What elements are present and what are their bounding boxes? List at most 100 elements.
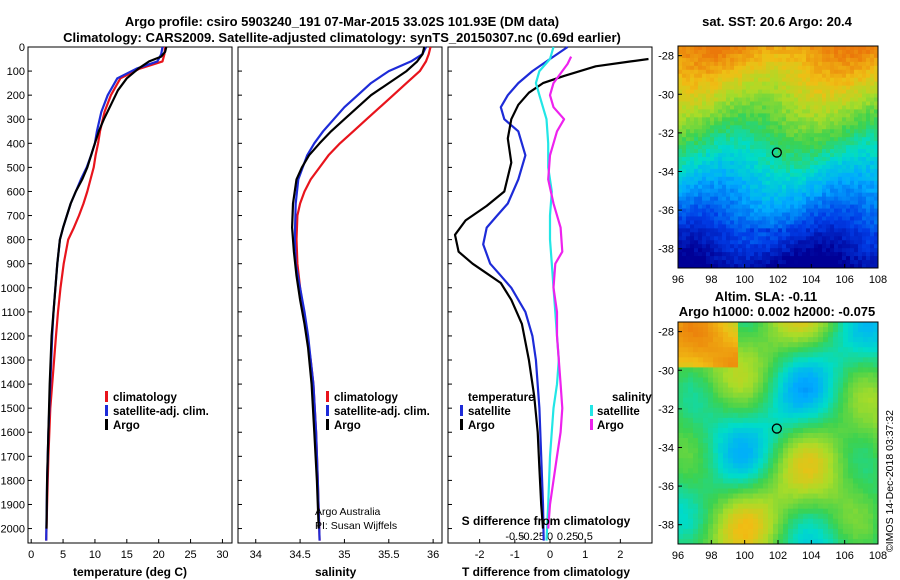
map-cell [806,133,811,138]
map-cell [678,538,684,545]
map-cell [693,518,699,525]
map-cell [682,137,687,142]
map-cell [853,433,859,439]
map-cell [818,402,824,409]
map-cell [834,109,839,114]
map-cell [808,433,814,439]
map-cell [783,422,789,429]
map-cell [823,337,829,343]
map-cell [718,93,723,98]
map-cell [690,149,695,154]
map-cell [863,397,869,404]
map-cell [833,347,839,353]
map-cell [863,433,869,439]
map-cell [710,137,715,142]
map-cell [714,149,719,154]
map-cell [783,382,789,388]
map-cell [758,157,763,162]
map-cell [778,382,784,388]
map-cell [738,105,743,110]
map-cell [818,160,823,166]
legend-swatch-t-satellite [460,405,463,416]
map-cell [848,438,854,444]
map-cell [690,89,695,94]
map-cell [703,342,709,348]
map-cell [834,244,839,249]
map-cell [710,216,715,221]
map-cell [718,137,723,142]
map-cell [794,200,799,205]
map-cell [708,322,714,328]
map-cell [722,89,727,94]
map-cell [813,498,819,505]
map-cell [814,145,819,150]
map-cell [766,133,771,138]
map-cell [722,164,727,170]
map-cell [758,463,764,469]
map-cell [762,61,767,67]
map-y-tick-label: -38 [658,520,674,532]
map-cell [808,533,814,540]
map-cell [738,133,743,138]
map-cell [848,332,854,338]
map-cell [838,204,843,209]
map-cell [842,248,847,253]
map-cell [714,153,719,158]
map-cell [683,523,689,530]
map-cell [868,407,874,414]
map-cell [758,176,763,182]
map-cell [733,422,739,429]
map-cell [853,412,859,419]
map-cell [828,513,834,520]
map-cell [788,458,794,464]
map-cell [870,232,875,237]
map-cell [846,145,851,150]
map-cell [850,137,855,142]
map-cell [858,244,863,249]
map-cell [874,125,879,130]
map-cell [870,256,875,261]
map-cell [873,478,879,484]
map-cell [763,468,769,474]
map-cell [830,149,835,154]
map-cell [683,483,689,489]
map-cell [686,113,691,118]
map-cell [774,61,779,67]
map-cell [810,145,815,150]
map-cell [762,188,767,194]
map-cell [698,252,703,257]
map-cell [834,220,839,225]
map-cell [714,101,719,106]
map-cell [693,327,699,333]
map-cell [870,184,875,190]
map-cell [750,224,755,229]
map-cell [753,422,759,429]
legend-label-s-argo: Argo [597,420,624,432]
map-cell [858,513,864,520]
map-cell [833,483,839,489]
map-cell [766,160,771,166]
map-cell [763,397,769,404]
map-cell [722,192,727,198]
map-cell [843,332,849,338]
map-cell [798,453,804,459]
map-cell [806,141,811,146]
map-cell [806,160,811,166]
map-cell [802,113,807,118]
map-cell [773,538,779,545]
map-cell [870,133,875,138]
map-cell [806,81,811,87]
map-cell [838,498,844,505]
map-cell [710,164,715,170]
map-cell [786,184,791,190]
map-cell [693,412,699,419]
map-cell [842,113,847,118]
map-cell [810,73,815,79]
map-cell [833,448,839,454]
map-cell [854,192,859,198]
map-cell [753,342,759,348]
map-cell [678,438,684,444]
map-cell [750,137,755,142]
map-cell [854,164,859,170]
map-cell [803,357,809,363]
